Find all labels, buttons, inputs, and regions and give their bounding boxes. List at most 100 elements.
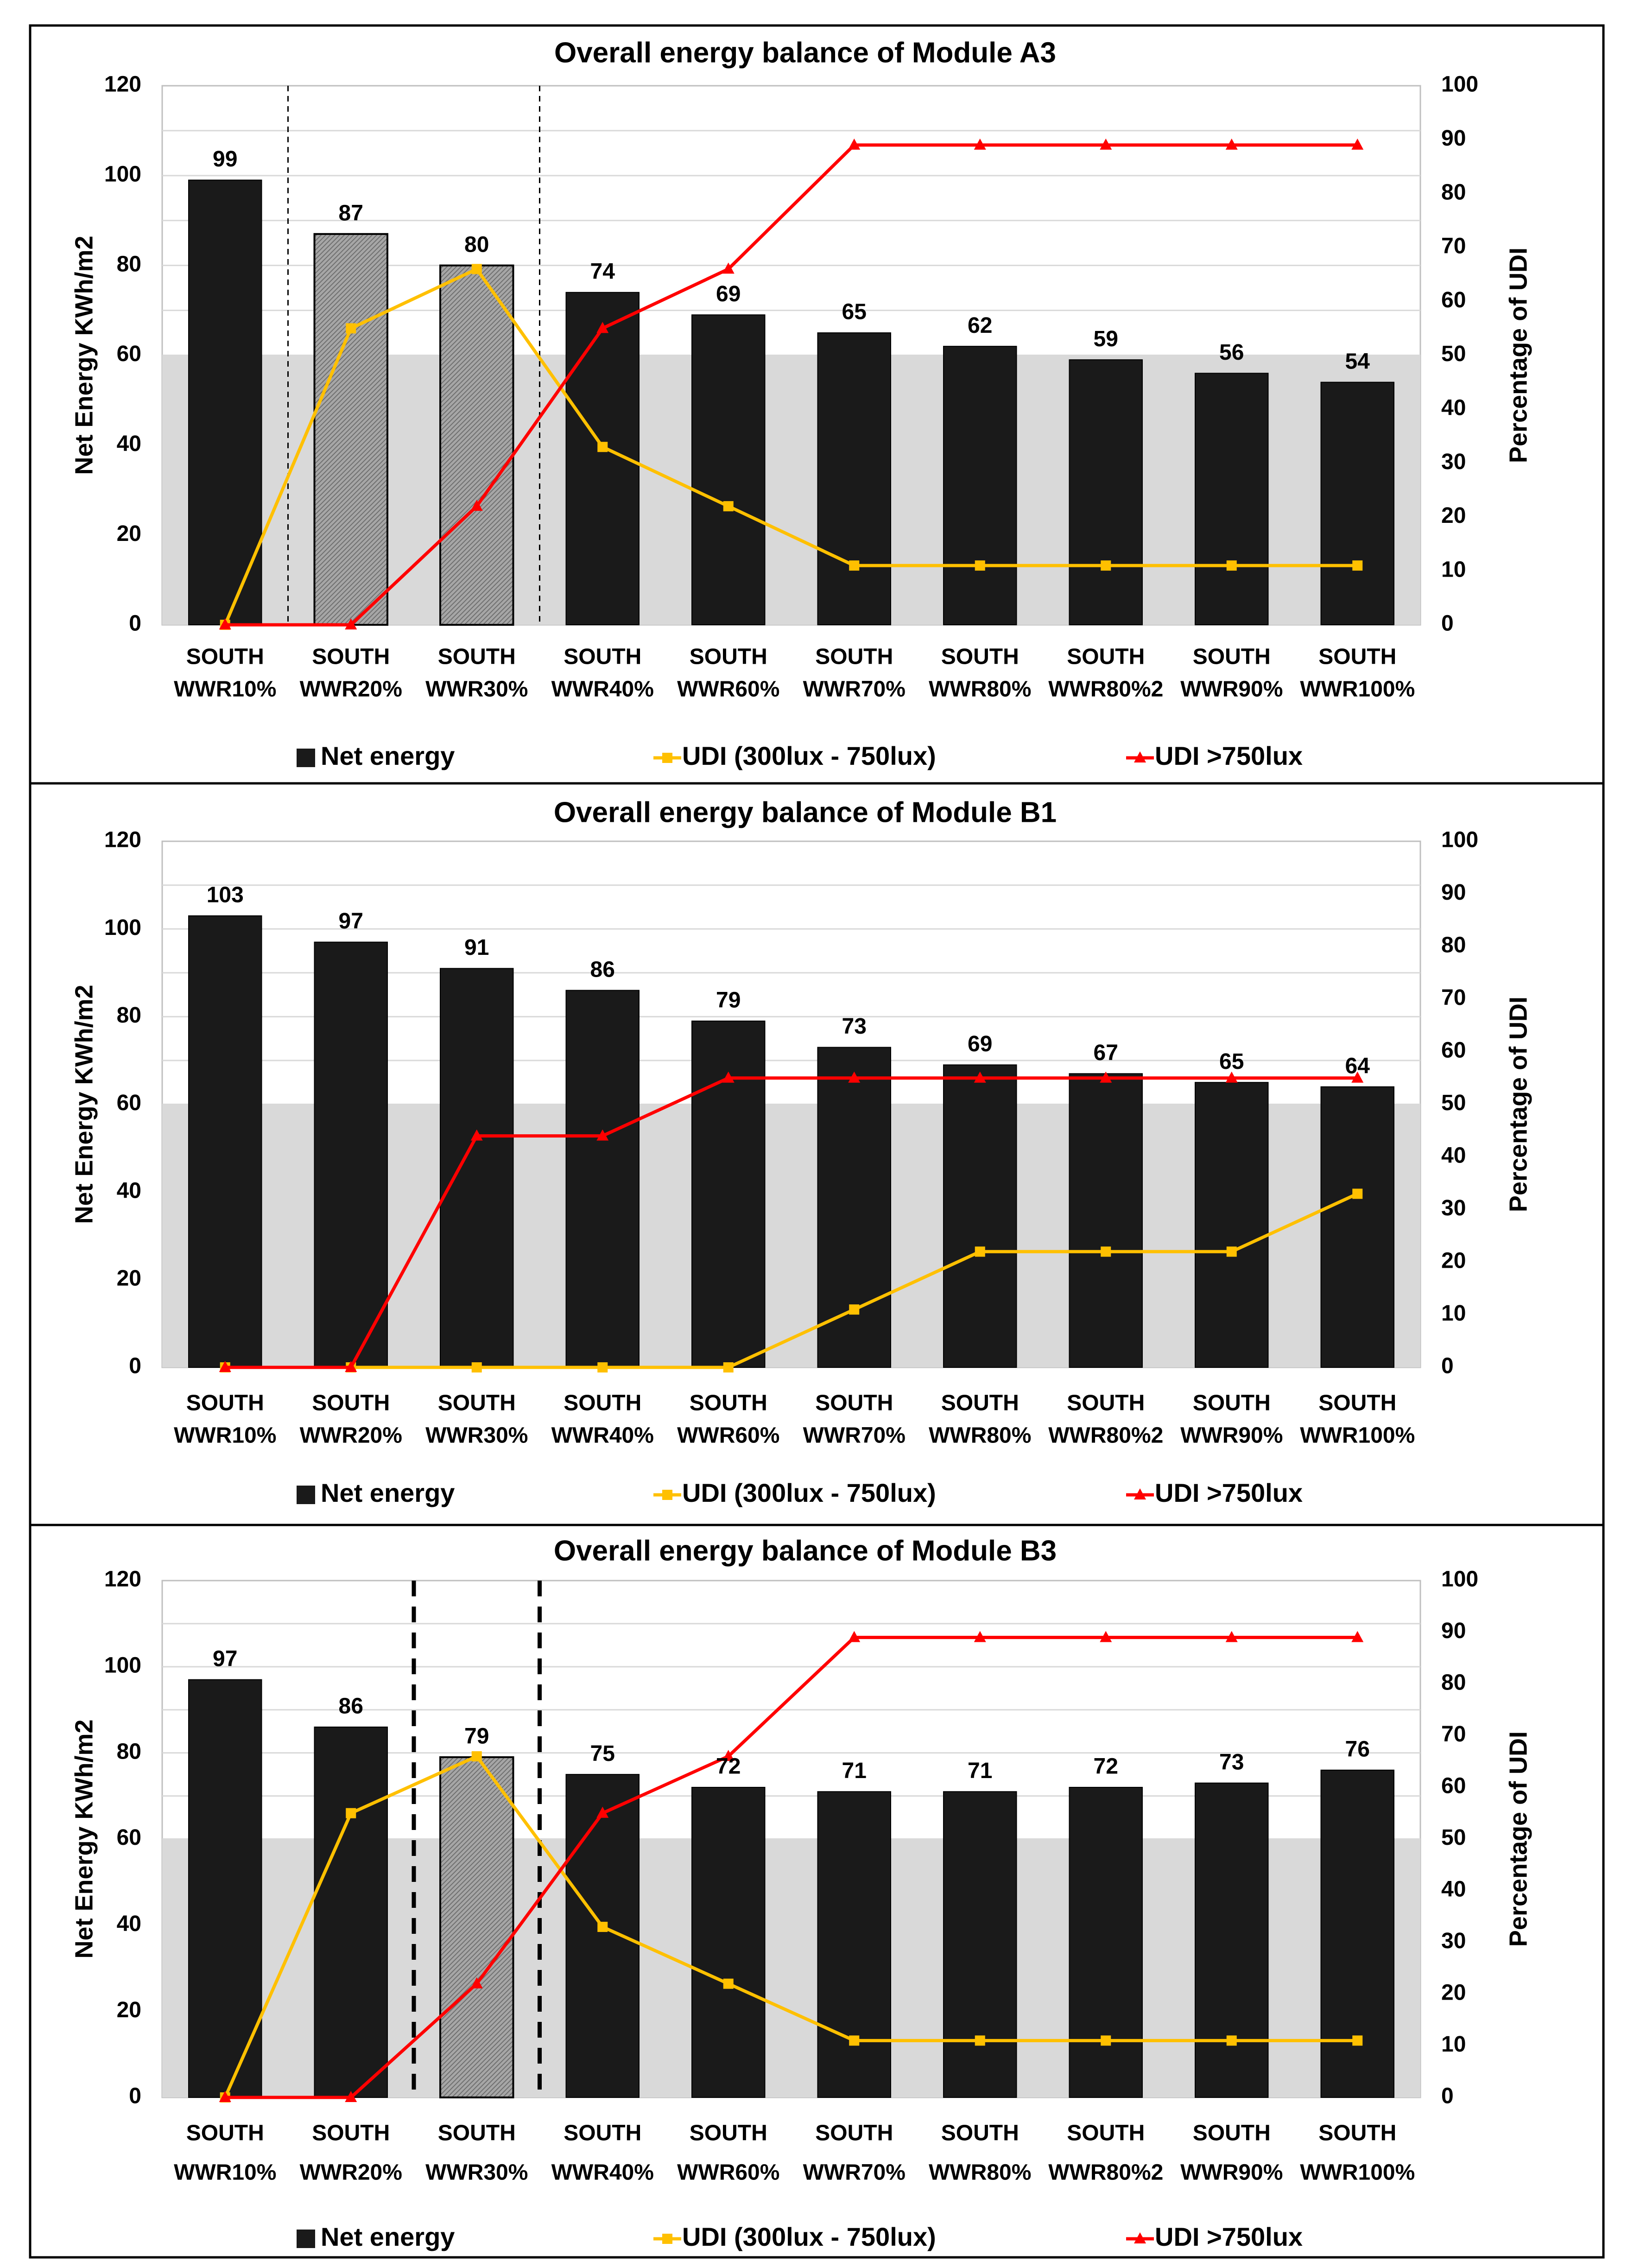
- bar: [691, 1787, 766, 2098]
- marker-point: [1352, 1188, 1363, 1199]
- y-tick-label: 120: [104, 1567, 141, 1592]
- x-tick-label: WWR90%: [1180, 677, 1283, 702]
- y2-tick-label: 70: [1441, 1722, 1466, 1747]
- y-tick-label: 40: [117, 1178, 141, 1203]
- marker-point: [723, 501, 734, 512]
- x-tick-label: SOUTH: [186, 1391, 264, 1416]
- marker-point: [1100, 1631, 1112, 1642]
- x-tick-label: WWR80%2: [1048, 677, 1163, 702]
- y-tick-label: 40: [117, 1912, 141, 1936]
- x-tick-label: SOUTH: [438, 1391, 516, 1416]
- x-tick-label: WWR60%: [677, 1423, 779, 1448]
- y2-tick-label: 50: [1441, 1091, 1466, 1115]
- x-tick-label: WWR30%: [425, 2160, 528, 2185]
- x-tick-label: SOUTH: [690, 645, 767, 669]
- y2-tick-label: 30: [1441, 1929, 1466, 1953]
- data-label: 69: [968, 1032, 992, 1056]
- bar: [188, 179, 262, 625]
- x-tick-label: WWR20%: [300, 1423, 402, 1448]
- x-tick-label: WWR100%: [1300, 677, 1415, 702]
- chart-title: Overall energy balance of Module A3: [554, 37, 1056, 69]
- y2-tick-label: 90: [1441, 126, 1466, 151]
- data-label: 86: [339, 1694, 363, 1719]
- y-tick-label: 80: [117, 252, 141, 276]
- legend-label: UDI (300lux - 750lux): [682, 2222, 936, 2251]
- x-tick-label: WWR100%: [1300, 1423, 1415, 1448]
- y2-tick-label: 80: [1441, 1671, 1466, 1695]
- x-tick-label: WWR60%: [677, 2160, 779, 2185]
- marker-point: [722, 1750, 735, 1761]
- legend-label: UDI >750lux: [1155, 1478, 1303, 1507]
- y2-tick-label: 50: [1441, 342, 1466, 366]
- data-label: 86: [590, 957, 615, 982]
- bar: [943, 1064, 1017, 1368]
- legend-entry: UDI (300lux - 750lux): [653, 1478, 936, 1507]
- legend-swatch: [297, 1486, 315, 1504]
- legend-entry: Net energy: [297, 2222, 455, 2251]
- y2-tick-label: 20: [1441, 503, 1466, 528]
- y-axis-title: Net Energy KWh/m2: [70, 235, 98, 475]
- marker-point: [596, 1806, 609, 1818]
- bar: [314, 941, 388, 1368]
- marker-point: [975, 1246, 985, 1257]
- marker-point: [849, 1304, 860, 1315]
- y2-tick-label: 30: [1441, 450, 1466, 474]
- y2-axis-title: Percentage of UDI: [1504, 248, 1532, 463]
- series-line: [225, 1192, 1358, 1369]
- bar: [565, 990, 640, 1368]
- legend-marker: [662, 1490, 672, 1500]
- data-label: 69: [716, 282, 741, 306]
- bar: [817, 1047, 891, 1368]
- marker-point: [346, 1808, 356, 1818]
- y2-tick-label: 20: [1441, 1981, 1466, 2005]
- marker-point: [597, 442, 608, 452]
- y-tick-label: 20: [117, 1998, 141, 2022]
- x-tick-label: WWR30%: [425, 1423, 528, 1448]
- x-tick-label: SOUTH: [941, 2121, 1019, 2146]
- y2-tick-label: 40: [1441, 1877, 1466, 1902]
- x-tick-label: SOUTH: [690, 2121, 767, 2146]
- legend-label: UDI >750lux: [1155, 741, 1303, 770]
- legend-label: Net energy: [321, 1478, 455, 1507]
- data-label: 103: [207, 883, 244, 907]
- marker-point: [1352, 560, 1363, 571]
- marker-point: [346, 323, 356, 334]
- legend-entry: UDI >750lux: [1126, 1478, 1303, 1507]
- y-tick-label: 100: [104, 1653, 141, 1678]
- y2-tick-label: 10: [1441, 557, 1466, 582]
- x-tick-label: SOUTH: [312, 1391, 390, 1416]
- marker-point: [471, 1362, 482, 1372]
- bar: [188, 915, 262, 1368]
- x-tick-label: SOUTH: [312, 645, 390, 669]
- x-tick-label: WWR40%: [551, 2160, 654, 2185]
- series-line: [223, 267, 1358, 626]
- data-label: 71: [842, 1759, 867, 1783]
- y2-tick-label: 40: [1441, 1144, 1466, 1168]
- data-label: 71: [968, 1759, 992, 1783]
- data-label: 72: [1094, 1754, 1118, 1779]
- data-label: 62: [968, 313, 992, 338]
- chart-panel: Overall energy balance of Module A3 0 20 40…: [29, 24, 1605, 785]
- data-label: 56: [1219, 340, 1244, 365]
- bar: [439, 1756, 514, 2098]
- marker-point: [345, 618, 357, 629]
- chart-title: Overall energy balance of Module B3: [554, 1535, 1057, 1567]
- marker-point: [722, 262, 735, 274]
- y-tick-label: 40: [117, 432, 141, 456]
- marker-point: [470, 500, 483, 511]
- bar: [1195, 1782, 1269, 2098]
- marker-point: [596, 1129, 609, 1141]
- bar: [817, 1791, 891, 2098]
- data-label: 97: [213, 1646, 237, 1671]
- series-line: [225, 1076, 1358, 1369]
- legend-label: UDI (300lux - 750lux): [682, 1478, 936, 1507]
- legend-entry: Net energy: [297, 1478, 455, 1507]
- x-tick-label: SOUTH: [690, 1391, 767, 1416]
- marker-point: [1225, 138, 1238, 150]
- marker-point: [1226, 1246, 1237, 1257]
- bar: [314, 1726, 388, 2098]
- x-tick-label: WWR80%: [929, 677, 1031, 702]
- y-tick-label: 100: [104, 915, 141, 940]
- marker-point: [219, 618, 231, 629]
- y-tick-label: 80: [117, 1739, 141, 1764]
